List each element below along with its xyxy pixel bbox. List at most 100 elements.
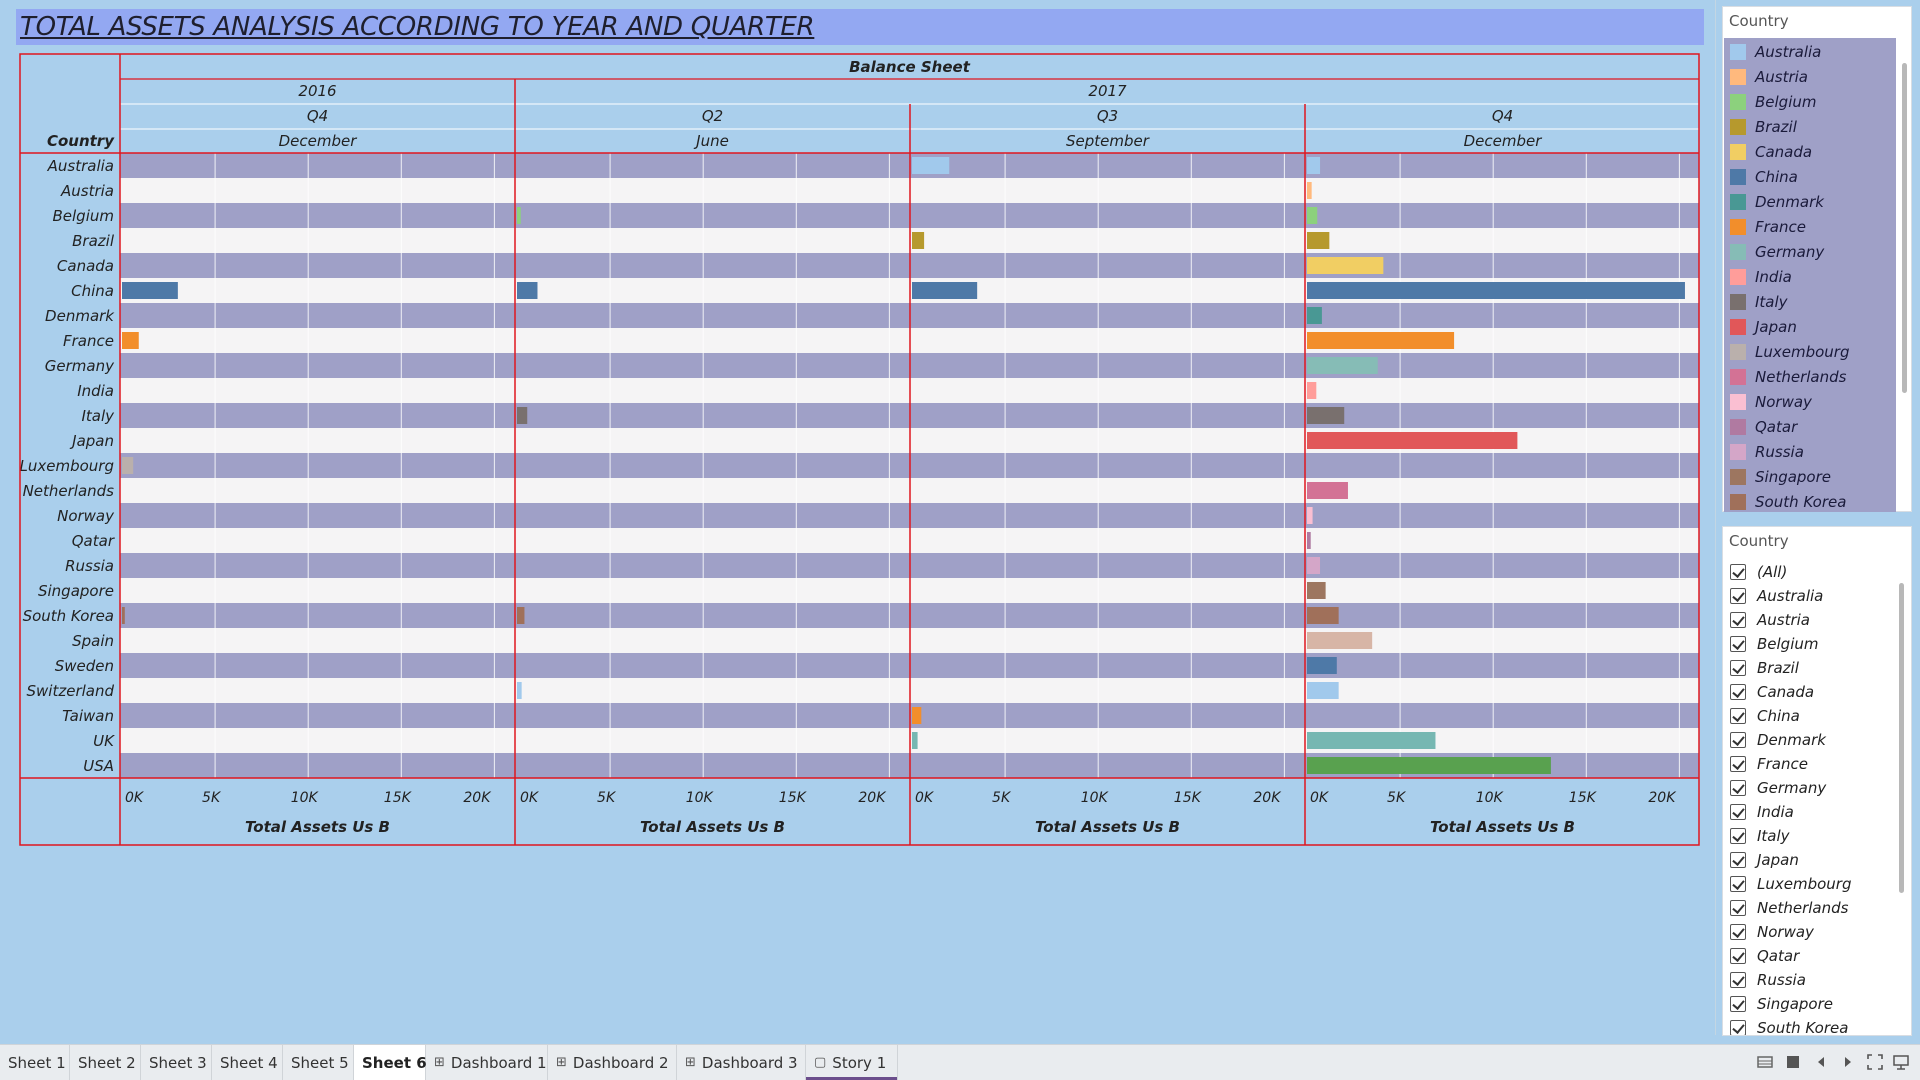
bar-belgium[interactable] — [517, 207, 521, 224]
legend-item-canada[interactable]: Canada — [1724, 140, 1896, 164]
legend-item-russia[interactable]: Russia — [1724, 440, 1896, 464]
legend-item-qatar[interactable]: Qatar — [1724, 415, 1896, 439]
bar-taiwan[interactable] — [912, 707, 922, 724]
bar-luxembourg[interactable] — [122, 457, 134, 474]
bar-japan[interactable] — [1307, 432, 1518, 449]
bar-uk[interactable] — [912, 732, 918, 749]
bar-brazil[interactable] — [1307, 232, 1330, 249]
legend-item-india[interactable]: India — [1724, 265, 1896, 289]
bar-australia[interactable] — [912, 157, 950, 174]
checkbox-checked-icon[interactable] — [1730, 804, 1746, 820]
tab-sheet-2[interactable]: Sheet 2 — [70, 1045, 141, 1080]
filter-item-luxembourg[interactable]: Luxembourg — [1730, 872, 1851, 896]
bar-china[interactable] — [912, 282, 978, 299]
bar-usa[interactable] — [1307, 757, 1551, 774]
bar-austria[interactable] — [1307, 182, 1312, 199]
bar-singapore[interactable] — [1307, 582, 1326, 599]
grid-view-icon[interactable] — [1754, 1051, 1776, 1073]
checkbox-checked-icon[interactable] — [1730, 780, 1746, 796]
checkbox-checked-icon[interactable] — [1730, 948, 1746, 964]
checkbox-checked-icon[interactable] — [1730, 900, 1746, 916]
tab-dashboard-1[interactable]: ⊞ Dashboard 1 — [426, 1045, 548, 1080]
bar-switzerland[interactable] — [517, 682, 522, 699]
legend-item-belgium[interactable]: Belgium — [1724, 90, 1896, 114]
legend-item-france[interactable]: France — [1724, 215, 1896, 239]
filter-item-russia[interactable]: Russia — [1730, 968, 1806, 992]
legend-item-luxembourg[interactable]: Luxembourg — [1724, 340, 1896, 364]
prev-tab-icon[interactable] — [1810, 1051, 1832, 1073]
bar-belgium[interactable] — [1307, 207, 1318, 224]
legend-scroll-thumb[interactable] — [1902, 63, 1907, 393]
filter-item-china[interactable]: China — [1730, 704, 1800, 728]
bar-australia[interactable] — [1307, 157, 1321, 174]
legend-item-brazil[interactable]: Brazil — [1724, 115, 1896, 139]
checkbox-checked-icon[interactable] — [1730, 852, 1746, 868]
bar-switzerland[interactable] — [1307, 682, 1339, 699]
legend-item-netherlands[interactable]: Netherlands — [1724, 365, 1896, 389]
bar-south-korea[interactable] — [1307, 607, 1339, 624]
legend-item-norway[interactable]: Norway — [1724, 390, 1896, 414]
legend-item-austria[interactable]: Austria — [1724, 65, 1896, 89]
checkbox-checked-icon[interactable] — [1730, 1020, 1746, 1035]
bar-uk[interactable] — [1307, 732, 1436, 749]
filter-item-canada[interactable]: Canada — [1730, 680, 1814, 704]
filter-item-austria[interactable]: Austria — [1730, 608, 1810, 632]
bar-denmark[interactable] — [1307, 307, 1322, 324]
bar-brazil[interactable] — [912, 232, 925, 249]
checkbox-checked-icon[interactable] — [1730, 876, 1746, 892]
legend-scrollbar[interactable] — [1898, 39, 1910, 509]
bar-italy[interactable] — [1307, 407, 1345, 424]
checkbox-checked-icon[interactable] — [1730, 756, 1746, 772]
checkbox-checked-icon[interactable] — [1730, 636, 1746, 652]
bar-south-korea[interactable] — [517, 607, 525, 624]
legend-item-singapore[interactable]: Singapore — [1724, 465, 1896, 489]
filmstrip-view-icon[interactable] — [1782, 1051, 1804, 1073]
legend-item-australia[interactable]: Australia — [1724, 40, 1896, 64]
checkbox-checked-icon[interactable] — [1730, 924, 1746, 940]
filter-item-qatar[interactable]: Qatar — [1730, 944, 1799, 968]
filter-item-norway[interactable]: Norway — [1730, 920, 1814, 944]
filter-item-australia[interactable]: Australia — [1730, 584, 1823, 608]
tab-sheet-5[interactable]: Sheet 5 — [283, 1045, 354, 1080]
bar-norway[interactable] — [1307, 507, 1313, 524]
bar-france[interactable] — [1307, 332, 1455, 349]
bar-india[interactable] — [1307, 382, 1317, 399]
bar-sweden[interactable] — [1307, 657, 1337, 674]
presentation-mode-icon[interactable] — [1890, 1051, 1912, 1073]
checkbox-checked-icon[interactable] — [1730, 996, 1746, 1012]
tab-sheet-1[interactable]: Sheet 1 — [0, 1045, 70, 1080]
filter-item-singapore[interactable]: Singapore — [1730, 992, 1833, 1016]
checkbox-checked-icon[interactable] — [1730, 972, 1746, 988]
bar-spain[interactable] — [1307, 632, 1373, 649]
checkbox-checked-icon[interactable] — [1730, 612, 1746, 628]
legend-item-italy[interactable]: Italy — [1724, 290, 1896, 314]
filter-item-germany[interactable]: Germany — [1730, 776, 1826, 800]
bar-france[interactable] — [122, 332, 139, 349]
checkbox-checked-icon[interactable] — [1730, 588, 1746, 604]
checkbox-checked-icon[interactable] — [1730, 660, 1746, 676]
bar-china[interactable] — [122, 282, 178, 299]
checkbox-checked-icon[interactable] — [1730, 564, 1746, 580]
tab-sheet-6[interactable]: Sheet 6 — [354, 1045, 427, 1080]
legend-item-japan[interactable]: Japan — [1724, 315, 1896, 339]
tab-dashboard-3[interactable]: ⊞ Dashboard 3 — [677, 1045, 806, 1080]
filter-item-denmark[interactable]: Denmark — [1730, 728, 1826, 752]
bar-canada[interactable] — [1307, 257, 1384, 274]
filter-item-japan[interactable]: Japan — [1730, 848, 1799, 872]
filter-item-italy[interactable]: Italy — [1730, 824, 1790, 848]
bar-italy[interactable] — [517, 407, 528, 424]
checkbox-checked-icon[interactable] — [1730, 732, 1746, 748]
tab-story-1[interactable]: ▢ Story 1 — [806, 1045, 898, 1080]
legend-item-germany[interactable]: Germany — [1724, 240, 1896, 264]
tab-sheet-3[interactable]: Sheet 3 — [141, 1045, 212, 1080]
checkbox-checked-icon[interactable] — [1730, 828, 1746, 844]
bar-china[interactable] — [1307, 282, 1685, 299]
legend-item-denmark[interactable]: Denmark — [1724, 190, 1896, 214]
filter-scrollbar[interactable] — [1899, 583, 1904, 893]
filter-item-belgium[interactable]: Belgium — [1730, 632, 1819, 656]
bar-china[interactable] — [517, 282, 538, 299]
filter-item-all[interactable]: (All) — [1730, 560, 1787, 584]
bar-south-korea[interactable] — [122, 607, 125, 624]
fullscreen-icon[interactable] — [1864, 1051, 1886, 1073]
next-tab-icon[interactable] — [1837, 1051, 1859, 1073]
